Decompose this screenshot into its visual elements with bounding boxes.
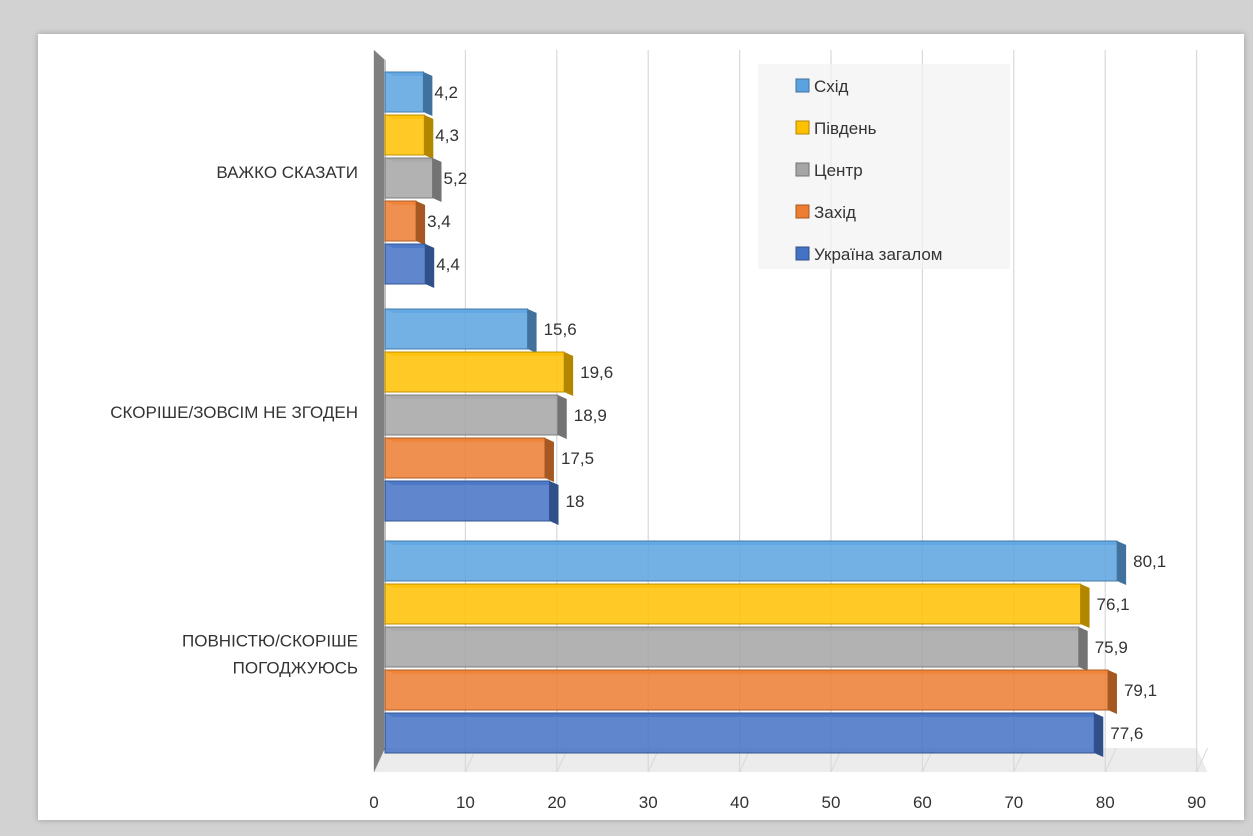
bar-side: [544, 438, 554, 482]
legend-label: Схід: [814, 77, 849, 96]
bar: [384, 243, 426, 285]
x-tick-label: 30: [639, 793, 658, 812]
bar: [384, 480, 551, 522]
x-tick-label: 50: [822, 793, 841, 812]
bar: [384, 114, 425, 156]
data-label: 4,2: [434, 83, 458, 102]
legend-label: Захід: [814, 203, 856, 222]
bar: [384, 626, 1080, 668]
legend-swatch: [795, 162, 810, 177]
bar-side: [549, 481, 559, 525]
data-label: 15,6: [544, 320, 577, 339]
x-tick-label: 20: [547, 793, 566, 812]
data-label: 3,4: [427, 212, 451, 231]
bar: [384, 669, 1109, 711]
bar-side: [564, 352, 574, 396]
category-label: ПОГОДЖУЮСЬ: [233, 659, 358, 678]
chart-side-wall: [374, 50, 385, 772]
x-tick-label: 40: [730, 793, 749, 812]
data-label: 19,6: [580, 363, 613, 382]
chart-floor: [374, 748, 1208, 772]
bar: [384, 157, 434, 199]
legend-swatch: [795, 120, 810, 135]
data-label: 5,2: [444, 169, 468, 188]
bar: [384, 351, 565, 393]
data-label: 80,1: [1133, 552, 1166, 571]
data-label: 4,3: [435, 126, 459, 145]
data-label: 77,6: [1110, 724, 1143, 743]
category-label: ПОВНІСТЮ/СКОРІШЕ: [182, 632, 358, 651]
data-label: 18,9: [574, 406, 607, 425]
data-label: 76,1: [1097, 595, 1130, 614]
bar-side: [1094, 713, 1104, 757]
legend-swatch: [795, 246, 810, 261]
floor-gridline: [1104, 747, 1117, 773]
bar-side: [1117, 541, 1127, 585]
bar: [384, 71, 424, 113]
bar-side: [1080, 584, 1090, 628]
bar-side: [425, 244, 435, 288]
bar: [384, 200, 417, 242]
bar-side: [416, 201, 426, 245]
category-label: СКОРІШЕ/ЗОВСІМ НЕ ЗГОДЕН: [110, 403, 358, 422]
bar: [384, 540, 1118, 582]
bar-side: [1107, 670, 1117, 714]
floor-gridline: [1196, 747, 1209, 773]
data-label: 79,1: [1124, 681, 1157, 700]
bar: [384, 308, 529, 350]
bar-side: [1078, 627, 1088, 671]
legend-swatch: [795, 204, 810, 219]
bar: [384, 583, 1082, 625]
bar: [384, 437, 546, 479]
bar-side: [527, 309, 537, 353]
data-label: 18: [566, 492, 585, 511]
x-tick-label: 60: [913, 793, 932, 812]
bar-side: [423, 72, 433, 116]
bar-side: [432, 158, 442, 202]
legend-label: Південь: [814, 119, 877, 138]
legend-label: Україна загалом: [814, 245, 942, 264]
data-label: 17,5: [561, 449, 594, 468]
data-label: 4,4: [436, 255, 460, 274]
x-tick-label: 70: [1004, 793, 1023, 812]
bar: [384, 394, 559, 436]
x-tick-label: 0: [369, 793, 378, 812]
bar-side: [424, 115, 434, 159]
legend-label: Центр: [814, 161, 863, 180]
bar: [384, 712, 1095, 754]
category-label: ВАЖКО СКАЗАТИ: [216, 163, 358, 182]
data-label: 75,9: [1095, 638, 1128, 657]
x-tick-label: 90: [1187, 793, 1206, 812]
x-tick-label: 10: [456, 793, 475, 812]
legend-swatch: [795, 78, 810, 93]
x-tick-label: 80: [1096, 793, 1115, 812]
bar-side: [557, 395, 567, 439]
